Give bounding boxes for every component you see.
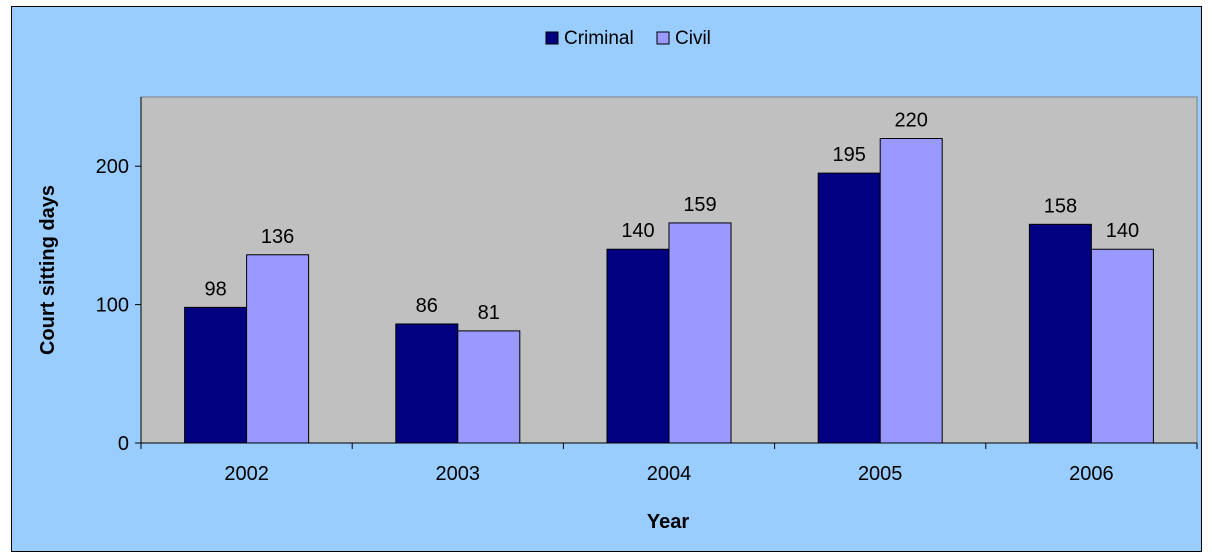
legend: Criminal Civil — [545, 28, 711, 49]
data-label-civil-2003: 81 — [478, 302, 500, 324]
bars — [184, 138, 1154, 444]
bar-criminal-2003 — [395, 323, 459, 444]
x-tick-label-2004: 2004 — [647, 463, 692, 485]
bar-criminal-2006 — [1028, 223, 1092, 444]
data-labels: 98 136 86 81 140 159 195 220 158 140 — [204, 110, 1139, 324]
x-axis-title: Year — [647, 511, 689, 533]
x-tick-label-2005: 2005 — [858, 463, 903, 485]
x-tick-label-2003: 2003 — [436, 463, 481, 485]
legend-swatch-civil — [656, 31, 670, 45]
y-axis-title: Court sitting days — [37, 185, 59, 355]
x-tick-label-2006: 2006 — [1069, 463, 1114, 485]
data-label-criminal-2002: 98 — [204, 278, 226, 300]
data-label-criminal-2003: 86 — [416, 295, 438, 317]
data-label-criminal-2004: 140 — [621, 220, 654, 242]
data-label-civil-2002: 136 — [261, 226, 294, 248]
bar-criminal-2002 — [184, 306, 248, 444]
bar-criminal-2005 — [817, 172, 881, 444]
data-label-criminal-2005: 195 — [833, 144, 866, 166]
data-label-criminal-2006: 158 — [1044, 195, 1077, 217]
axes: 2002 2003 2004 2005 2006 0 100 200 — [96, 97, 1198, 485]
y-tick-label-200: 200 — [96, 156, 129, 178]
data-label-civil-2005: 220 — [895, 110, 928, 132]
x-tick-label-2002: 2002 — [224, 463, 269, 485]
data-label-civil-2006: 140 — [1106, 220, 1139, 242]
legend-label-criminal: Criminal — [564, 28, 634, 49]
y-tick-label-0: 0 — [118, 433, 129, 455]
legend-swatch-criminal — [545, 31, 559, 45]
bar-civil-2005 — [879, 138, 943, 444]
y-tick-label-100: 100 — [96, 295, 129, 317]
bar-civil-2006 — [1090, 248, 1154, 444]
data-label-civil-2004: 159 — [683, 194, 716, 216]
legend-label-civil: Civil — [675, 28, 711, 49]
bar-civil-2004 — [668, 222, 732, 444]
bar-criminal-2004 — [606, 248, 670, 444]
bar-civil-2003 — [457, 330, 521, 444]
bar-civil-2002 — [246, 254, 310, 444]
